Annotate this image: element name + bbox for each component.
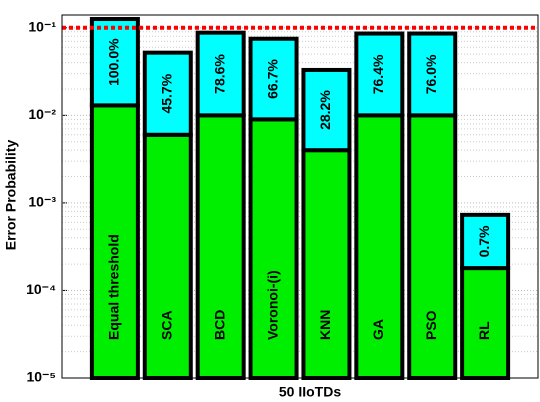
bar-segment xyxy=(248,36,299,122)
bar-label: 76.0% xyxy=(423,54,439,94)
bar-segment xyxy=(460,266,511,381)
y-tick-label: 10⁻¹ xyxy=(28,18,56,34)
y-tick-label: 10⁻⁴ xyxy=(26,281,56,297)
bar-label: 100.0% xyxy=(106,38,122,86)
category-label: Voronoi-(i) xyxy=(264,270,280,340)
category-label: BCD xyxy=(211,310,227,340)
category-label: SCA xyxy=(158,310,174,340)
category-label: GA xyxy=(370,319,386,340)
y-tick-label: 10⁻² xyxy=(28,106,56,122)
bar-label: 28.2% xyxy=(317,90,333,130)
bar-segment xyxy=(89,17,140,108)
bar-label: 78.6% xyxy=(211,54,227,94)
y-tick-label: 10⁻³ xyxy=(28,194,56,210)
x-axis-label: 50 IIoTDs xyxy=(279,384,341,400)
y-tick-label: 10⁻⁵ xyxy=(26,369,56,385)
bar-label: 66.7% xyxy=(264,59,280,99)
bar-segment xyxy=(301,67,352,153)
bar-label: 0.7% xyxy=(476,225,492,257)
y-axis-label: Error Probability xyxy=(3,140,19,251)
plot-frame xyxy=(61,14,539,379)
bar-label: 76.4% xyxy=(370,54,386,94)
bar-segment xyxy=(142,50,193,137)
category-label: PSO xyxy=(423,310,439,340)
category-label: Equal threshold xyxy=(106,234,122,340)
bar-segment xyxy=(301,148,352,380)
bar-segment xyxy=(142,132,193,380)
category-label: RL xyxy=(476,321,492,340)
bar-label: 45.7% xyxy=(158,73,174,113)
bar-segment xyxy=(354,31,405,118)
bar-segment xyxy=(460,212,511,271)
bar-segment xyxy=(407,31,458,118)
category-label: KNN xyxy=(317,310,333,340)
bar-segment xyxy=(195,30,246,118)
